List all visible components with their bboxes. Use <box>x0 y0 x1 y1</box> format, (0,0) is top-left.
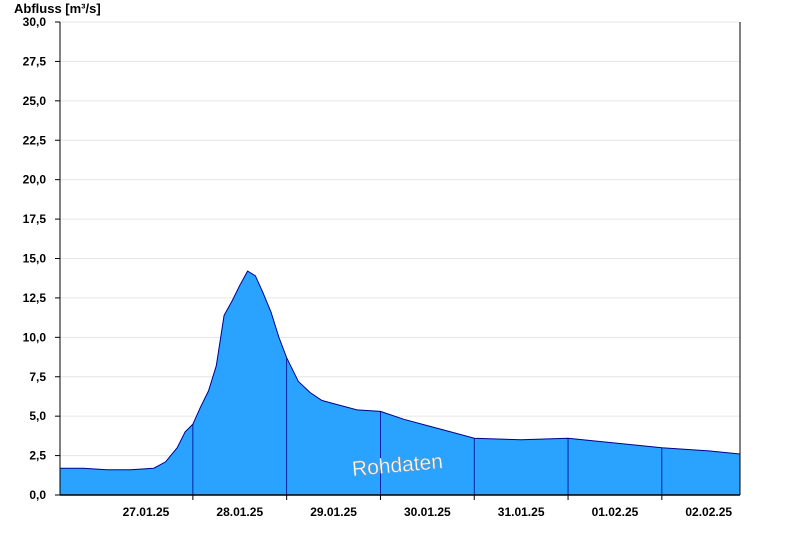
y-tick-label: 7,5 <box>29 370 46 384</box>
day-separator-lines <box>192 357 663 495</box>
y-tick-label: 2,5 <box>29 449 46 463</box>
y-tick-label: 20,0 <box>23 173 47 187</box>
discharge-area <box>60 271 740 495</box>
x-tick-label: 01.02.25 <box>592 505 639 519</box>
grid-lines <box>60 21 740 457</box>
y-tick-label: 5,0 <box>29 409 46 423</box>
y-tick-label: 22,5 <box>23 133 47 147</box>
y-tick-label: 10,0 <box>23 330 47 344</box>
x-tick-label: 28.01.25 <box>216 505 263 519</box>
y-axis-ticks: 0,0 2,5 5,0 7,5 10,0 12,5 15,0 17,5 20,0 22,5 25,0… <box>23 15 60 502</box>
x-tick-label: 30.01.25 <box>404 505 451 519</box>
y-tick-label: 30,0 <box>23 15 47 29</box>
x-axis-ticks: 27.01.25 28.01.25 29.01.25 30.01.25 31.01.25… <box>123 495 732 519</box>
x-tick-label: 02.02.25 <box>685 505 732 519</box>
y-axis-label: Abfluss [m³/s] <box>14 1 101 16</box>
y-tick-label: 27,5 <box>23 54 47 68</box>
y-tick-label: 0,0 <box>29 488 46 502</box>
y-tick-label: 25,0 <box>23 94 47 108</box>
y-tick-label: 15,0 <box>23 252 47 266</box>
x-tick-label: 27.01.25 <box>123 505 170 519</box>
y-tick-label: 17,5 <box>23 212 47 226</box>
discharge-line <box>60 270 741 471</box>
x-tick-label: 29.01.25 <box>310 505 357 519</box>
y-tick-label: 12,5 <box>23 291 47 305</box>
x-tick-label: 31.01.25 <box>498 505 545 519</box>
